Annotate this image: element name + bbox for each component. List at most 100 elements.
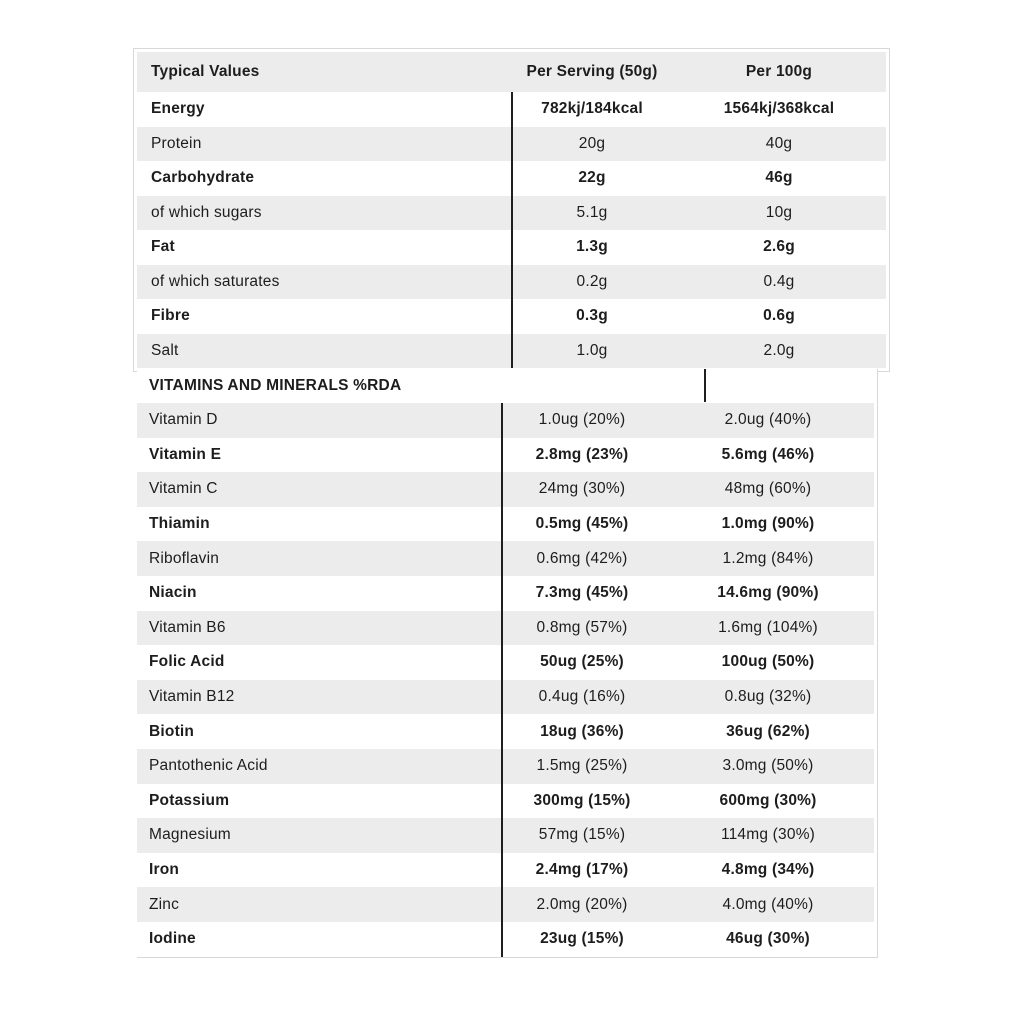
table-row: Riboflavin 0.6mg (42%) 1.2mg (84%) (137, 541, 874, 576)
per-serving-value: 782kj/184kcal (541, 100, 643, 118)
row-label: Salt (151, 341, 179, 359)
per-serving-value: 7.3mg (45%) (535, 584, 629, 602)
per-serving-value: 23ug (15%) (540, 930, 624, 948)
row-label: Energy (151, 100, 205, 118)
table-row: Vitamin E 2.8mg (23%) 5.6mg (46%) (137, 438, 874, 473)
row-label: Potassium (149, 791, 230, 809)
per-100g-value: 1.2mg (84%) (722, 549, 814, 567)
row-label: Vitamin D (149, 411, 218, 429)
per-100g-value: 46ug (30%) (726, 930, 810, 948)
per-100g-value: 0.8ug (32%) (724, 688, 812, 706)
per-serving-value: 0.6mg (42%) (536, 549, 628, 567)
per-serving-value: 50ug (25%) (540, 653, 624, 671)
per-100g-value: 1.0mg (90%) (721, 515, 815, 533)
per-100g-value: 5.6mg (46%) (721, 445, 815, 463)
row-label: Folic Acid (149, 653, 225, 671)
row-label: Pantothenic Acid (149, 757, 268, 775)
table-row: Vitamin D 1.0ug (20%) 2.0ug (40%) (137, 403, 874, 438)
row-label: Vitamin C (149, 480, 218, 498)
per-serving-value: 0.3g (576, 307, 608, 325)
per-serving-value: 18ug (36%) (540, 722, 624, 740)
per-serving-value: 20g (578, 134, 606, 152)
per-100g-value: 4.8mg (34%) (721, 861, 815, 879)
row-label: Niacin (149, 584, 197, 602)
row-label: Vitamin B6 (149, 618, 226, 636)
per-100g-value: 48mg (60%) (724, 480, 812, 498)
section-divider-line (704, 369, 706, 402)
table-row: Potassium 300mg (15%) 600mg (30%) (137, 784, 874, 819)
per-100g-value: 2.6g (763, 238, 795, 256)
per-serving-value: 5.1g (576, 203, 608, 221)
per-serving-value: 22g (578, 169, 606, 187)
vitamins-section-header: VITAMINS AND MINERALS %RDA (137, 369, 877, 403)
per-serving-value: 0.2g (576, 272, 608, 290)
per-100g-value: 2.0g (763, 341, 795, 359)
per-100g-value: 40g (765, 134, 793, 152)
row-label: Riboflavin (149, 549, 220, 567)
row-label: Zinc (149, 895, 180, 913)
per-100g-value: 46g (765, 169, 793, 187)
per-100g-value: 600mg (30%) (719, 791, 817, 809)
per-serving-value: 2.0mg (20%) (536, 895, 628, 913)
per-100g-value: 10g (765, 203, 793, 221)
per-serving-value: 2.4mg (17%) (535, 861, 629, 879)
table-row: Zinc 2.0mg (20%) 4.0mg (40%) (137, 887, 874, 922)
per-100g-value: 114mg (30%) (720, 826, 816, 844)
table-row: Niacin 7.3mg (45%) 14.6mg (90%) (137, 576, 874, 611)
row-label: Iron (149, 861, 180, 879)
row-label: Iodine (149, 930, 196, 948)
column-header-per-100g: Per 100g (745, 63, 813, 80)
per-serving-value: 57mg (15%) (538, 826, 626, 844)
per-100g-value: 3.0mg (50%) (722, 757, 814, 775)
per-serving-value: 300mg (15%) (533, 791, 631, 809)
per-serving-value: 1.5mg (25%) (536, 757, 628, 775)
row-label: Thiamin (149, 515, 210, 533)
column-header-typical-values: Typical Values (151, 63, 260, 80)
bottom-border-line (137, 957, 878, 958)
table-row: Folic Acid 50ug (25%) 100ug (50%) (137, 645, 874, 680)
per-serving-value: 1.0g (576, 341, 608, 359)
table-row: Vitamin B12 0.4ug (16%) 0.8ug (32%) (137, 679, 874, 715)
per-100g-value: 1.6mg (104%) (718, 618, 818, 636)
table-row: Iron 2.4mg (17%) 4.8mg (34%) (137, 853, 874, 888)
per-serving-value: 1.3g (576, 238, 608, 256)
column-divider-line (501, 403, 503, 957)
table-row: Vitamin B6 0.8mg (57%) 1.6mg (104%) (137, 610, 874, 646)
right-border-line (877, 369, 878, 958)
vitamins-minerals-table: Vitamin D 1.0ug (20%) 2.0ug (40%) Vitamin E… (137, 403, 874, 957)
row-label: of which saturates (151, 272, 280, 290)
per-100g-value: 36ug (62%) (726, 722, 810, 740)
per-100g-value: 4.0mg (40%) (722, 895, 814, 913)
table-row: Fibre 0.3g 0.6g (137, 299, 886, 334)
per-100g-value: 14.6mg (90%) (717, 584, 819, 602)
table-row: Biotin 18ug (36%) 36ug (62%) (137, 714, 874, 749)
table-row: Pantothenic Acid 1.5mg (25%) 3.0mg (50%) (137, 748, 874, 784)
row-label: Protein (151, 134, 202, 152)
table-row: Iodine 23ug (15%) 46ug (30%) (137, 922, 874, 957)
row-label: of which sugars (151, 203, 262, 221)
table-row: Carbohydrate 22g 46g (137, 161, 886, 196)
vitamins-section-title: VITAMINS AND MINERALS %RDA (149, 377, 402, 394)
row-label: Vitamin E (149, 445, 222, 463)
row-label: Biotin (149, 722, 195, 740)
row-label: Vitamin B12 (149, 688, 235, 706)
per-serving-value: 0.5mg (45%) (535, 515, 629, 533)
per-100g-value: 0.6g (763, 307, 795, 325)
table-row: Vitamin C 24mg (30%) 48mg (60%) (137, 472, 874, 507)
table-row: Fat 1.3g 2.6g (137, 230, 886, 265)
table-row: Magnesium 57mg (15%) 114mg (30%) (137, 818, 874, 853)
column-header-per-serving: Per Serving (50g) (526, 63, 658, 80)
per-100g-value: 1564kj/368kcal (723, 100, 835, 118)
per-serving-value: 1.0ug (20%) (538, 411, 626, 429)
row-label: Fibre (151, 307, 190, 325)
per-100g-value: 100ug (50%) (721, 653, 815, 671)
row-label: Carbohydrate (151, 169, 255, 187)
per-100g-value: 0.4g (763, 272, 795, 290)
row-label: Magnesium (149, 826, 231, 844)
row-label: Fat (151, 238, 175, 256)
per-100g-value: 2.0ug (40%) (724, 411, 812, 429)
per-serving-value: 24mg (30%) (538, 480, 626, 498)
column-divider-line (511, 92, 513, 368)
per-serving-value: 0.4ug (16%) (538, 688, 626, 706)
